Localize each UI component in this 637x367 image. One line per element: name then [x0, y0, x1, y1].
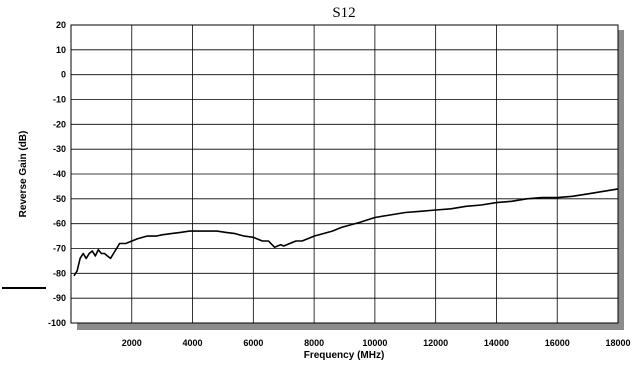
y-tick-label: -100	[48, 318, 66, 328]
y-tick-labels: 20 10 0 -10 -20 -30 -40 -50 -60 -70 -80 -90 -100	[48, 20, 66, 328]
chart-title: S12	[332, 5, 355, 21]
y-tick-label: -90	[53, 293, 66, 303]
x-tick-label: 8000	[304, 338, 324, 348]
x-tick-label: 18000	[605, 338, 630, 348]
x-tick-labels: 2000 4000 6000 8000 10000 12000 14000 16000 1800…	[122, 338, 631, 348]
y-tick-label: -80	[53, 268, 66, 278]
s12-series-line	[73, 188, 619, 277]
y-axis-label: Reverse Gain (dB)	[18, 131, 29, 218]
y-tick-label: -50	[53, 194, 66, 204]
y-tick-label: -60	[53, 219, 66, 229]
x-tick-label: 10000	[362, 338, 387, 348]
x-tick-label: 6000	[243, 338, 263, 348]
x-tick-label: 4000	[183, 338, 203, 348]
plot-frame	[70, 24, 619, 324]
y-tick-label: 0	[61, 70, 66, 80]
series-layer	[73, 188, 619, 277]
y-tick-label: -30	[53, 144, 66, 154]
x-tick-label: 12000	[423, 338, 448, 348]
x-tick-label: 14000	[484, 338, 509, 348]
y-tick-label: -10	[53, 95, 66, 105]
x-tick-label: 16000	[545, 338, 570, 348]
y-tick-label: 10	[56, 45, 66, 55]
y-tick-label: 20	[56, 20, 66, 30]
y-tick-label: -20	[53, 119, 66, 129]
y-tick-label: -70	[53, 244, 66, 254]
x-axis-label: Frequency (MHz)	[304, 350, 385, 361]
x-tick-label: 2000	[122, 338, 142, 348]
y-tick-label: -40	[53, 169, 66, 179]
